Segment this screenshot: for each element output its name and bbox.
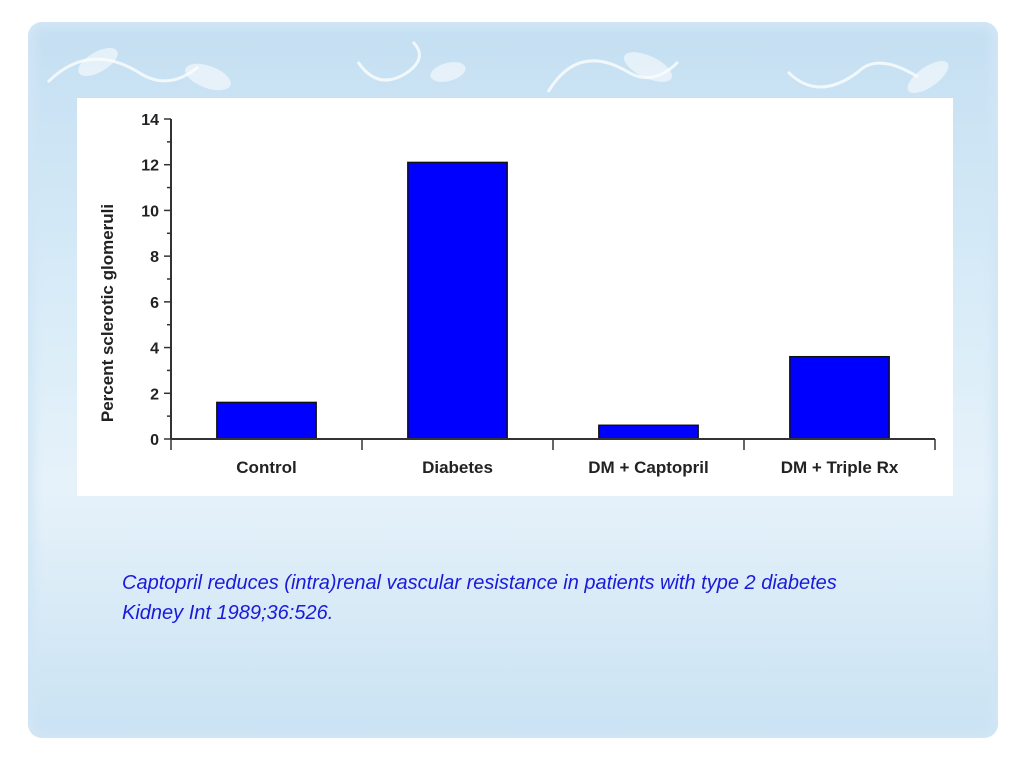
x-tick-label: Control xyxy=(236,458,296,477)
caption: Captopril reduces (intra)renal vascular … xyxy=(122,568,982,628)
x-tick-label: Diabetes xyxy=(422,458,493,477)
y-tick-label: 10 xyxy=(141,203,159,220)
y-tick-label: 2 xyxy=(150,386,159,403)
y-tick-label: 12 xyxy=(141,158,159,175)
bar-chart: 0 2 4 6 8 10 12 14 Control Diabetes DM + Captopri… xyxy=(98,112,936,477)
bar-control xyxy=(216,401,317,440)
bar-diabetes xyxy=(407,161,508,440)
y-axis-label: Percent sclerotic glomeruli xyxy=(98,204,117,422)
y-tick-label: 14 xyxy=(141,112,159,129)
caption-citation: Kidney Int 1989;36:526. xyxy=(122,602,334,624)
bar-dm-captopril xyxy=(598,424,699,440)
x-tick-label: DM + Captopril xyxy=(588,458,708,477)
floral-decoration xyxy=(46,40,949,94)
chart-panel: 0 2 4 6 8 10 12 14 Control Diabetes DM + Captopri… xyxy=(77,98,953,496)
bar-dm-triple-rx xyxy=(789,355,890,440)
caption-line-1: Captopril reduces (intra)renal vascular … xyxy=(122,572,837,594)
x-tick-label: DM + Triple Rx xyxy=(781,458,899,477)
y-tick-label: 6 xyxy=(150,295,159,312)
y-tick-label: 8 xyxy=(150,249,159,266)
y-tick-label: 0 xyxy=(150,432,159,449)
y-tick-label: 4 xyxy=(150,341,159,358)
